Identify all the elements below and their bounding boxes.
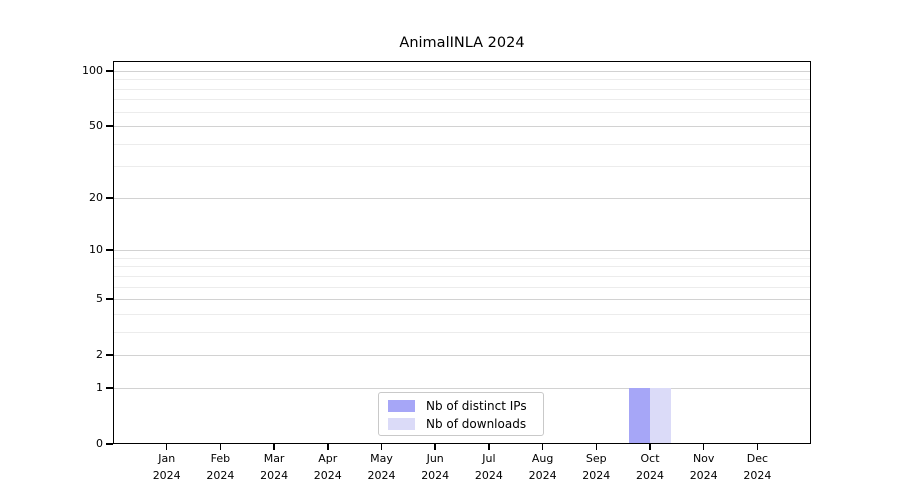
x-tick-year: 2024	[206, 468, 235, 482]
x-tick-month: Jun	[426, 452, 444, 465]
x-tick-month: Nov	[692, 452, 715, 465]
legend-swatch-downloads-icon	[388, 418, 415, 430]
plot-area	[113, 61, 811, 444]
y-tick-label: 0	[96, 437, 103, 450]
minor-gridline	[113, 166, 811, 168]
y-tick-label: 1	[96, 380, 103, 394]
y-tick-mark	[106, 298, 113, 300]
x-tick-mark	[541, 444, 544, 450]
y-tick-mark	[106, 443, 113, 445]
legend-item-distinct-ips: Nb of distinct IPs	[379, 397, 543, 415]
x-tick-year: 2024	[313, 468, 342, 482]
x-tick-label: Feb 2024	[185, 451, 255, 484]
x-tick-mark	[649, 444, 651, 450]
minor-gridline	[113, 111, 811, 113]
x-tick-month: Feb	[210, 452, 231, 465]
minor-gridline	[113, 331, 811, 333]
minor-gridline	[113, 88, 811, 90]
x-tick-year: 2024	[474, 468, 503, 482]
y-tick-mark	[106, 125, 113, 127]
y-tick-mark	[106, 70, 113, 72]
minor-gridline	[113, 266, 811, 268]
y-tick-label: 10	[89, 243, 103, 257]
x-tick-month: Jul	[482, 452, 496, 465]
x-tick-label: May 2024	[347, 451, 417, 484]
x-tick-label: Oct 2024	[615, 451, 685, 484]
minor-gridline	[113, 143, 811, 145]
x-tick-month: May	[370, 452, 393, 465]
x-tick-month: Aug	[531, 452, 554, 465]
y-tick-mark	[106, 387, 113, 389]
chart-title: AnimalINLA 2024	[399, 35, 525, 51]
major-gridline	[113, 250, 811, 252]
x-tick-year: 2024	[367, 468, 396, 482]
x-tick-mark	[165, 444, 168, 450]
y-tick-label: 2	[96, 348, 103, 362]
x-tick-year: 2024	[528, 468, 557, 482]
legend-item-downloads: Nb of downloads	[379, 415, 543, 433]
x-tick-month: Jan	[158, 452, 176, 465]
x-tick-mark	[380, 444, 383, 450]
x-tick-year: 2024	[421, 468, 450, 482]
x-tick-year: 2024	[743, 468, 772, 482]
x-tick-label: Sep 2024	[561, 451, 631, 484]
x-tick-label: Apr 2024	[293, 451, 363, 484]
x-tick-mark	[434, 444, 436, 450]
x-tick-label: Mar 2024	[239, 451, 309, 484]
x-tick-year: 2024	[152, 468, 181, 482]
major-gridline	[113, 355, 811, 357]
y-tick-label: 5	[96, 292, 103, 306]
x-tick-label: Dec 2024	[722, 451, 792, 484]
bar-distinct-ips	[629, 387, 650, 444]
x-tick-year: 2024	[689, 468, 718, 482]
x-tick-month: Dec	[746, 452, 769, 465]
y-tick-label: 100	[82, 63, 103, 77]
x-tick-month: Sep	[585, 452, 607, 465]
minor-gridline	[113, 99, 811, 101]
legend: Nb of distinct IPs Nb of downloads	[378, 392, 544, 436]
minor-gridline	[113, 275, 811, 277]
x-tick-label: Jan 2024	[132, 451, 202, 484]
x-tick-mark	[327, 444, 329, 450]
x-tick-mark	[273, 444, 275, 450]
major-gridline	[113, 70, 811, 72]
legend-swatch-distinct-ips-icon	[388, 400, 415, 412]
x-tick-mark	[595, 444, 598, 450]
major-gridline	[113, 197, 811, 199]
x-tick-mark	[756, 444, 759, 450]
major-gridline	[113, 387, 811, 389]
y-tick-mark	[106, 249, 113, 251]
x-tick-year: 2024	[260, 468, 289, 482]
legend-label-distinct-ips: Nb of distinct IPs	[426, 399, 527, 413]
x-tick-year: 2024	[636, 468, 664, 482]
minor-gridline	[113, 313, 811, 315]
y-tick-label: 50	[89, 119, 103, 133]
bar-downloads	[650, 387, 671, 444]
minor-gridline	[113, 286, 811, 288]
x-tick-month: Apr	[318, 452, 338, 465]
y-tick-mark	[106, 197, 113, 199]
legend-label-downloads: Nb of downloads	[426, 417, 527, 431]
x-tick-label: Aug 2024	[508, 451, 578, 484]
x-tick-mark	[702, 444, 705, 450]
x-tick-label: Jun 2024	[400, 451, 470, 484]
major-gridline	[113, 126, 811, 128]
x-tick-label: Jul 2024	[454, 451, 524, 484]
x-tick-mark	[219, 444, 222, 450]
y-tick-mark	[106, 354, 113, 356]
y-tick-label: 20	[89, 190, 103, 204]
x-tick-label: Nov 2024	[669, 451, 739, 484]
minor-gridline	[113, 79, 811, 81]
major-gridline	[113, 299, 811, 301]
minor-gridline	[113, 257, 811, 259]
x-tick-month: Mar	[263, 452, 285, 465]
x-tick-year: 2024	[582, 468, 611, 482]
x-tick-mark	[488, 444, 490, 450]
x-tick-month: Oct	[640, 452, 660, 465]
